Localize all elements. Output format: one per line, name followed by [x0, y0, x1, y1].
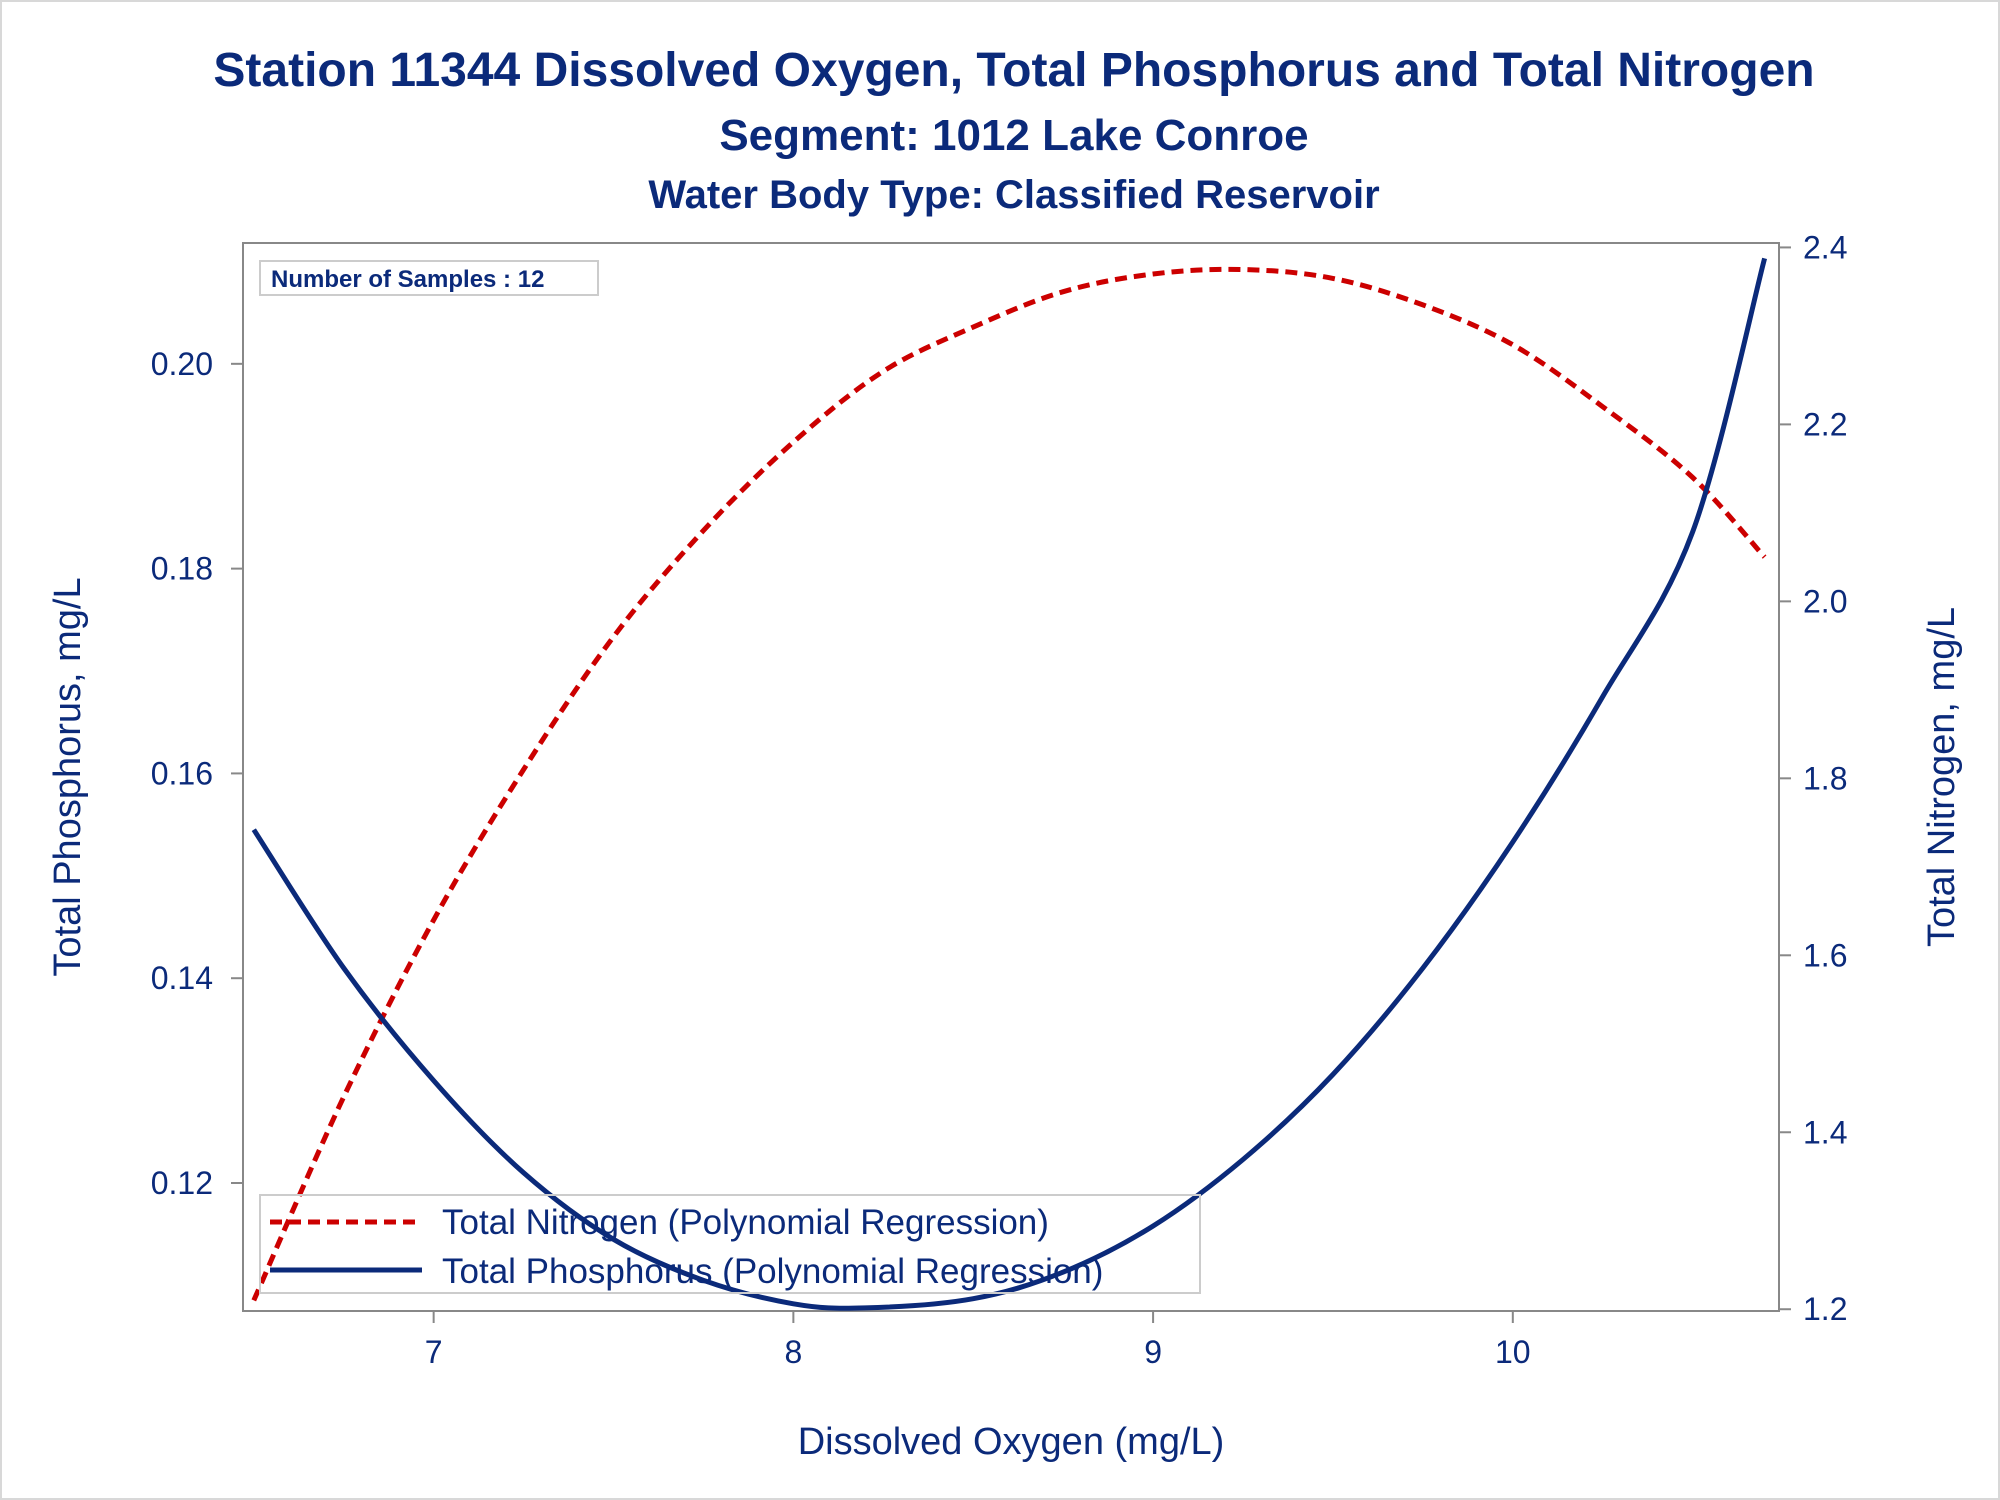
x-tick-label: 8 — [784, 1334, 802, 1370]
y-axis-left-label: Total Phosphorus, mg/L — [47, 577, 89, 976]
y-right-tick-label: 1.4 — [1803, 1114, 1847, 1150]
chart-subtitle-segment: Segment: 1012 Lake Conroe — [719, 111, 1308, 160]
chart-title: Station 11344 Dissolved Oxygen, Total Ph… — [213, 44, 1814, 97]
y-left-tick-label: 0.14 — [151, 960, 213, 996]
sample-count-label: Number of Samples : 12 — [271, 266, 544, 293]
y-left-tick-label: 0.12 — [151, 1165, 213, 1201]
legend-box — [259, 1194, 1201, 1294]
y-axis-right: 1.2 1.4 1.6 1.8 2.0 2.2 2.4 — [1779, 229, 1847, 1327]
series-line-phosphorus — [251, 257, 1768, 1311]
y-right-tick-label: 2.2 — [1803, 406, 1847, 442]
y-left-tick-label: 0.16 — [151, 755, 213, 791]
y-right-tick-label: 1.8 — [1803, 760, 1847, 796]
sample-count-box — [259, 260, 599, 296]
plot-frame — [242, 242, 1780, 1312]
y-right-tick-label: 1.2 — [1803, 1291, 1847, 1327]
y-axis-right-label: Total Nitrogen, mg/L — [1921, 607, 1963, 947]
legend: Total Nitrogen (Polynomial Regression) T… — [259, 1194, 1201, 1294]
y-right-tick-label: 1.6 — [1803, 937, 1847, 973]
y-axis-left: 0.12 0.14 0.16 0.18 0.20 — [151, 346, 243, 1201]
x-axis: 7 8 9 10 — [425, 1311, 1531, 1370]
y-left-tick-label: 0.18 — [151, 551, 213, 587]
sample-count-inset: Number of Samples : 12 — [259, 260, 599, 296]
x-tick-label: 7 — [425, 1334, 443, 1370]
series-line-nitrogen — [251, 266, 1767, 1302]
y-left-tick-label: 0.20 — [151, 346, 213, 382]
y-right-tick-label: 2.0 — [1803, 583, 1847, 619]
legend-label-nitrogen: Total Nitrogen (Polynomial Regression) — [442, 1203, 1049, 1242]
x-tick-label: 9 — [1144, 1334, 1162, 1370]
chart-subtitle-waterbody: Water Body Type: Classified Reservoir — [648, 173, 1379, 217]
x-tick-label: 10 — [1495, 1334, 1531, 1370]
legend-label-phosphorus: Total Phosphorus (Polynomial Regression) — [442, 1252, 1103, 1291]
y-right-tick-label: 2.4 — [1803, 229, 1847, 265]
x-axis-label: Dissolved Oxygen (mg/L) — [798, 1421, 1225, 1463]
series-layer — [251, 257, 1768, 1311]
